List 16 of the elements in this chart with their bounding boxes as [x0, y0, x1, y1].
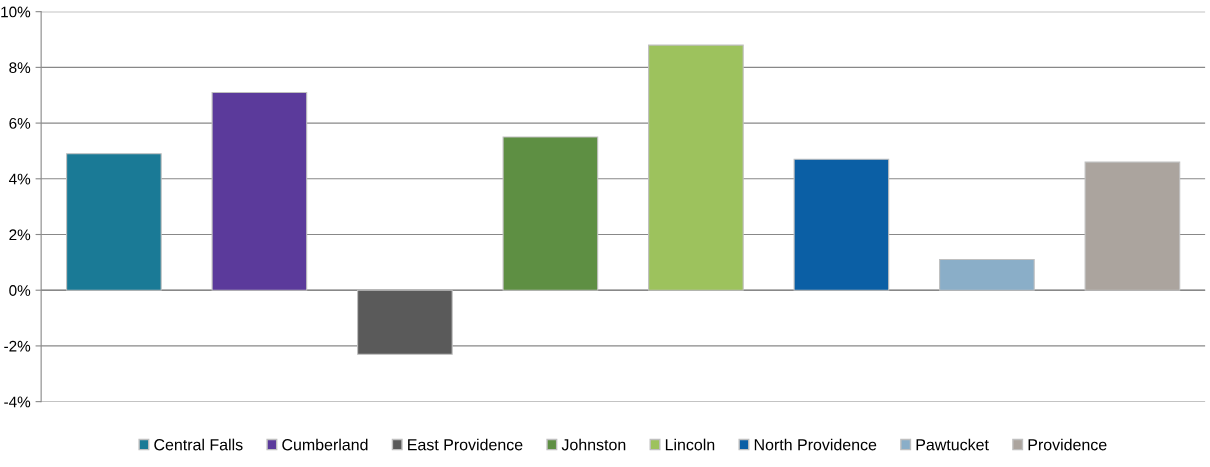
legend-label: Pawtucket: [916, 438, 989, 451]
y-tick-label: 10%: [1, 6, 31, 18]
y-tick-label: -2%: [4, 340, 31, 352]
legend-label: Providence: [1028, 438, 1107, 451]
y-tick-label: 8%: [9, 62, 31, 74]
legend-label: North Providence: [754, 438, 877, 451]
y-tick-label: 6%: [9, 117, 31, 129]
legend-label: Central Falls: [154, 438, 243, 451]
legend-label: East Providence: [408, 438, 523, 451]
legend-label: Lincoln: [665, 438, 715, 451]
y-tick-label: 2%: [9, 229, 31, 241]
legend-label: Cumberland: [282, 438, 368, 451]
y-tick-label: 4%: [8, 173, 31, 185]
y-tick-label: -4%: [4, 396, 31, 408]
legend-label: Johnston: [561, 438, 626, 451]
y-tick-label: 0%: [9, 285, 31, 296]
